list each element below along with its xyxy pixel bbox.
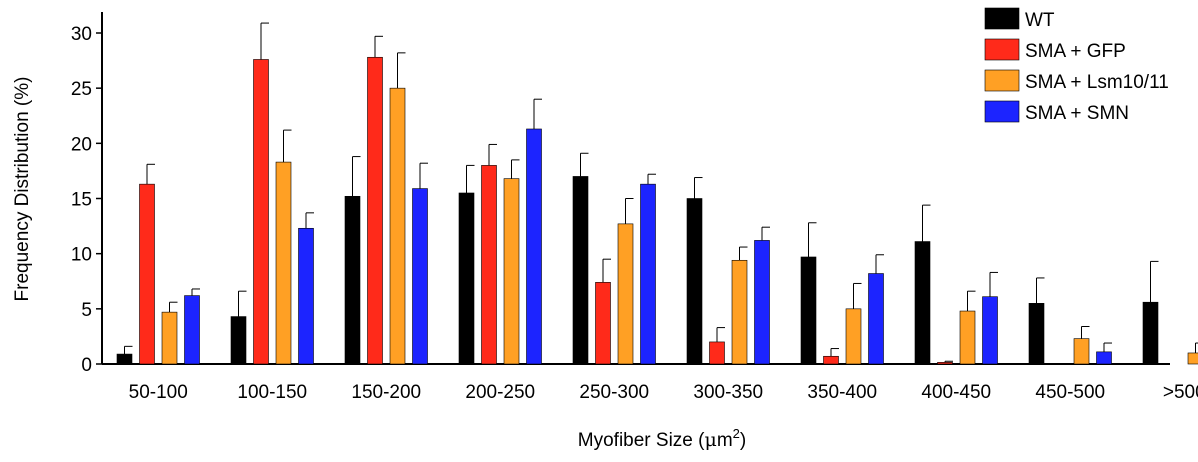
x-tick-label: 100-150 — [237, 382, 307, 403]
x-axis-title-suffix: ) — [740, 430, 746, 451]
bar — [185, 296, 200, 364]
bar — [504, 179, 519, 364]
bar — [1097, 352, 1112, 364]
bar — [1074, 339, 1089, 364]
bar — [140, 184, 155, 364]
legend-label: SMA + GFP — [1025, 41, 1126, 62]
bar — [162, 312, 177, 364]
x-axis-title-unit: m — [717, 430, 733, 451]
legend: WT SMA + GFP SMA + Lsm10/11 SMA + SMN — [985, 8, 1169, 124]
legend-label: SMA + Lsm10/11 — [1025, 72, 1169, 93]
x-tick-label: 300-350 — [693, 382, 763, 403]
bar — [276, 162, 291, 364]
bar — [117, 354, 132, 364]
y-axis-title: Frequency Distribution (%) — [12, 77, 33, 302]
y-tick-label: 5 — [81, 300, 92, 321]
bar — [299, 228, 314, 364]
bar — [641, 184, 656, 364]
y-tick-label: 0 — [81, 355, 92, 376]
bar — [938, 362, 953, 364]
legend-swatch — [985, 101, 1019, 122]
y-tick-label: 20 — [71, 134, 92, 155]
x-axis-title-prefix: Myofiber Size ( — [578, 430, 705, 451]
bar — [459, 193, 474, 364]
bar — [824, 356, 839, 364]
y-tick-label: 25 — [71, 79, 92, 100]
bar — [960, 311, 975, 364]
bar — [801, 257, 816, 364]
legend-swatch — [985, 70, 1019, 91]
x-tick-label: 400-450 — [921, 382, 991, 403]
y-tick-label: 15 — [71, 190, 92, 211]
bar — [1143, 302, 1158, 364]
x-tick-label: 150-200 — [351, 382, 421, 403]
legend-swatch — [985, 8, 1019, 29]
x-tick-label: 350-400 — [807, 382, 877, 403]
bar — [710, 342, 725, 364]
bar — [596, 282, 611, 364]
bar — [345, 196, 360, 364]
y-tick-label: 10 — [71, 245, 92, 266]
y-tick-label: 30 — [71, 24, 92, 45]
bar — [1188, 353, 1198, 364]
x-tick-label: >500 — [1163, 382, 1198, 403]
bar — [846, 309, 861, 364]
bar — [368, 57, 383, 364]
x-axis-title-exponent: 2 — [733, 426, 740, 441]
x-tick-label: 50-100 — [129, 382, 188, 403]
bar — [1029, 303, 1044, 364]
bar — [573, 176, 588, 364]
bar — [254, 59, 269, 364]
bar — [231, 317, 246, 364]
x-axis-title: Myofiber Size (μm2) — [578, 426, 746, 451]
bar — [983, 297, 998, 364]
x-tick-label: 200-250 — [465, 382, 535, 403]
bar — [687, 199, 702, 365]
legend-label: SMA + SMN — [1025, 103, 1129, 124]
x-tick-label: 250-300 — [579, 382, 649, 403]
x-tick-label: 450-500 — [1035, 382, 1105, 403]
x-axis-title-mu: μ — [704, 429, 716, 451]
bar — [527, 129, 542, 364]
legend-label: WT — [1025, 10, 1055, 31]
bar — [390, 88, 405, 364]
bar — [732, 260, 747, 364]
bar — [915, 242, 930, 364]
legend-swatch — [985, 39, 1019, 60]
bar — [618, 224, 633, 364]
bar — [869, 274, 884, 364]
bar — [482, 165, 497, 364]
bar — [755, 240, 770, 364]
bar — [413, 189, 428, 364]
